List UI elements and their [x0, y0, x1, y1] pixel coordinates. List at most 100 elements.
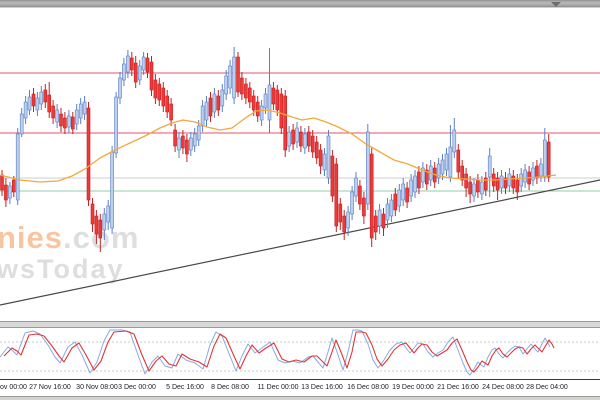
candle-body [47, 94, 52, 113]
date-label: 28 Dec 04:00 [526, 384, 568, 391]
candle-body [303, 133, 307, 149]
candle-body [460, 165, 465, 181]
candle-body [251, 95, 256, 111]
candle-body [82, 101, 87, 115]
candle-body [369, 153, 374, 239]
candle-body [468, 181, 472, 195]
candle-body [126, 55, 130, 73]
candle-body [405, 187, 409, 203]
candle-body [362, 197, 366, 217]
date-label-partial: ov 00:00 [0, 384, 27, 391]
candle-body [216, 95, 221, 111]
date-label: 13 Dec 16:00 [301, 384, 343, 391]
stochastic-signal-line [3, 330, 555, 373]
candle-body [389, 199, 394, 217]
window-bottom-strip [0, 396, 600, 400]
candle-body [306, 131, 311, 147]
date-label: 24 Dec 08:00 [482, 384, 524, 391]
candle-body [200, 105, 205, 127]
candle-body [224, 75, 228, 95]
time-axis[interactable]: ov 00:00 27 Nov 16:00 30 Nov 08:00 3 Dec 00… [0, 379, 600, 397]
candle-body [393, 193, 398, 211]
candle-body [373, 215, 378, 233]
candle-body [255, 101, 260, 117]
candle-body [212, 93, 217, 113]
chart-shift-icon[interactable] [551, 2, 561, 7]
candle-body [275, 89, 280, 111]
candle-body [208, 97, 213, 117]
candle-body [318, 149, 323, 167]
candle-body [43, 89, 48, 103]
candle-body [130, 57, 134, 71]
candle-body [185, 139, 189, 155]
candle-body [220, 89, 225, 107]
candle-body [141, 56, 146, 71]
candle-body [153, 79, 158, 99]
candle-body [149, 61, 154, 91]
candle-body [495, 177, 500, 191]
candle-body [476, 179, 480, 193]
candle-body [23, 101, 28, 119]
candle-body [279, 93, 284, 129]
candle-body [173, 129, 177, 147]
candle-body [436, 163, 441, 179]
window-top-bar [0, 0, 600, 8]
candle-body [539, 163, 543, 177]
candle-body [0, 174, 4, 191]
candle-body [228, 65, 232, 89]
candle-body [98, 219, 103, 239]
candle-body [417, 171, 421, 189]
candle-body [299, 131, 303, 147]
candle-body [507, 173, 512, 187]
candle-body [244, 83, 248, 99]
candle-body [177, 137, 181, 151]
candle-body [503, 177, 508, 189]
candle-body [291, 129, 295, 145]
candle-body [330, 155, 335, 197]
candle-body [15, 133, 20, 201]
candle-body [350, 191, 354, 215]
candle-body [71, 116, 75, 130]
candle-body [480, 181, 484, 195]
candle-body [542, 139, 547, 178]
candle-body [8, 185, 12, 199]
candle-body [377, 209, 382, 227]
candle-body [248, 87, 252, 103]
candle-body [385, 203, 390, 221]
candle-body [424, 169, 429, 185]
candle-body [464, 173, 468, 189]
candle-body [401, 183, 406, 201]
candle-body [27, 96, 32, 111]
candle-body [421, 167, 425, 183]
candle-body [456, 149, 461, 173]
candle-body [78, 103, 83, 119]
candle-body [314, 141, 319, 159]
candle-body [59, 113, 63, 127]
panel-separator[interactable] [0, 321, 600, 328]
candle-body [295, 127, 299, 143]
candle-body [67, 115, 71, 128]
candle-body [381, 213, 386, 229]
candle-body [86, 107, 91, 201]
candle-body [499, 175, 504, 189]
date-label: 30 Nov 08:00 [76, 384, 118, 391]
candle-body [55, 109, 59, 123]
candle-body [358, 185, 362, 205]
candle-body [448, 146, 453, 178]
watermark-line2: wsToday [0, 254, 125, 284]
candle-body [342, 215, 347, 233]
candle-body [189, 137, 193, 151]
candle-body [409, 179, 413, 197]
candle-body [546, 141, 551, 178]
candle-body [4, 184, 8, 201]
watermark-brand-accent: nies [0, 220, 64, 255]
candle-body [338, 203, 343, 223]
candle-body [487, 155, 492, 178]
candle-body [19, 113, 24, 135]
candle-body [145, 57, 150, 73]
date-label: 8 Dec 08:00 [211, 384, 249, 391]
date-label: 16 Dec 08:00 [347, 384, 389, 391]
candle-body [531, 167, 535, 181]
